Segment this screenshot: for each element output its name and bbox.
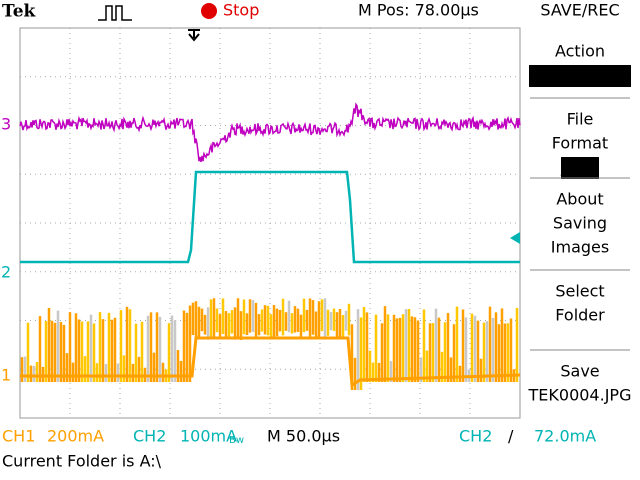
menu-label: Select	[555, 282, 604, 301]
brand: Tek	[2, 2, 37, 22]
ch2-scale: 100mA	[180, 427, 237, 446]
menu-label: Images	[551, 238, 609, 257]
selected-option-bg	[529, 65, 631, 87]
trigger-position-marker	[188, 29, 200, 42]
menu-label: Saving	[553, 214, 607, 233]
graticule-frame	[19, 27, 521, 419]
trigger-level-marker	[510, 232, 520, 244]
menu-label: TEK0004.JPG	[528, 386, 632, 405]
ch1-label: CH1	[2, 427, 35, 446]
bandwidth-limit: Bw	[229, 435, 244, 446]
menu-button[interactable]: File Format JPEG	[552, 110, 608, 180]
menu-label: Action	[555, 42, 605, 61]
trigger-level: 72.0mA	[534, 427, 596, 446]
acquire-icon	[98, 5, 132, 21]
trigger-source: CH2	[459, 427, 492, 446]
ch2-trace	[20, 170, 520, 264]
menu-label: About	[556, 190, 603, 209]
stop-indicator	[201, 3, 217, 19]
menu-label: Save	[560, 362, 599, 381]
channel-marker: 3	[1, 115, 11, 134]
trigger-slope: /	[508, 427, 514, 446]
menu-button[interactable]: About Saving Images	[551, 190, 609, 257]
channel-marker: 1	[1, 366, 11, 385]
ch1-baseline	[20, 336, 521, 388]
ch2-label: CH2	[133, 427, 166, 446]
waveforms	[19, 102, 521, 390]
timebase: M 50.0µs	[267, 427, 340, 446]
menu-label: File	[567, 110, 594, 129]
selected-option: JPEG	[561, 158, 599, 177]
selected-option-bg	[561, 157, 599, 179]
run-status: Stop	[223, 1, 259, 20]
current-folder: Current Folder is A:\	[2, 452, 162, 471]
menu-button[interactable]: Select Folder	[555, 282, 605, 325]
menu-label: Folder	[555, 306, 605, 325]
menu-button[interactable]: Save TEK0004.JPG	[528, 362, 632, 405]
side-menu: Action Save Image File Format JPEG About Savin…	[528, 42, 632, 405]
selected-option: Save Image	[533, 66, 627, 85]
ch3-trace	[19, 102, 521, 163]
menu-button[interactable]: Action Save Image	[529, 42, 631, 88]
ch1-scale: 200mA	[47, 427, 104, 446]
menu-title: SAVE/REC	[540, 1, 619, 20]
channel-marker: 2	[1, 263, 11, 282]
menu-label: Format	[552, 134, 608, 153]
horizontal-position: M Pos: 78.00µs	[358, 1, 479, 20]
